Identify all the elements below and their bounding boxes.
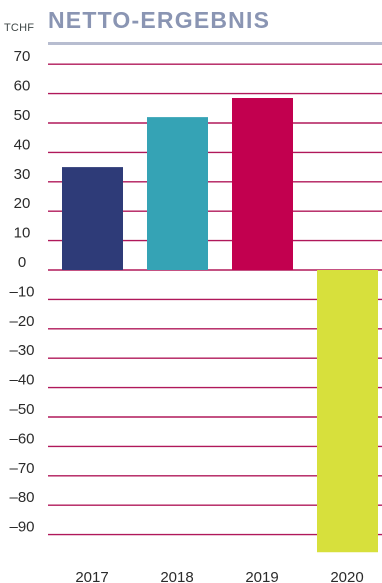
bar-2017 — [62, 167, 123, 270]
y-tick-label: –70 — [9, 460, 34, 477]
chart-title: NETTO-ERGEBNIS — [48, 7, 271, 33]
y-tick-label: 40 — [14, 136, 31, 153]
x-category-label: 2018 — [160, 569, 193, 583]
y-tick-label: –10 — [9, 283, 34, 300]
y-tick-label: –80 — [9, 489, 34, 506]
x-category-label: 2019 — [245, 569, 278, 583]
x-category-label: 2017 — [75, 569, 108, 583]
bar-2020 — [317, 270, 378, 553]
y-tick-label: 20 — [14, 195, 31, 212]
y-tick-label: –20 — [9, 313, 34, 330]
y-tick-label: 50 — [14, 107, 31, 124]
y-tick-label: 0 — [18, 254, 26, 271]
y-tick-label: 60 — [14, 78, 31, 95]
bars — [62, 98, 378, 553]
y-tick-label: –90 — [9, 519, 34, 536]
title-underline — [48, 42, 382, 45]
x-axis-labels: 2017 2018 2019 2020 — [75, 569, 363, 583]
unit-label: TCHF — [4, 22, 35, 34]
y-tick-label: 10 — [14, 225, 31, 242]
y-tick-label: 70 — [14, 48, 31, 65]
x-category-label: 2020 — [330, 569, 363, 583]
bar-2019 — [232, 98, 293, 270]
y-tick-label: –60 — [9, 430, 34, 447]
y-tick-label: –50 — [9, 401, 34, 418]
chart-header: TCHF NETTO-ERGEBNIS — [0, 0, 382, 48]
y-tick-label: 30 — [14, 166, 31, 183]
bar-2018 — [147, 117, 208, 271]
y-tick-label: –40 — [9, 372, 34, 389]
y-axis-ticks: 70 60 50 40 30 20 10 0 –10 –20 –30 –40 –50 –60 –70 –80 –… — [9, 48, 34, 535]
y-tick-label: –30 — [9, 342, 34, 359]
